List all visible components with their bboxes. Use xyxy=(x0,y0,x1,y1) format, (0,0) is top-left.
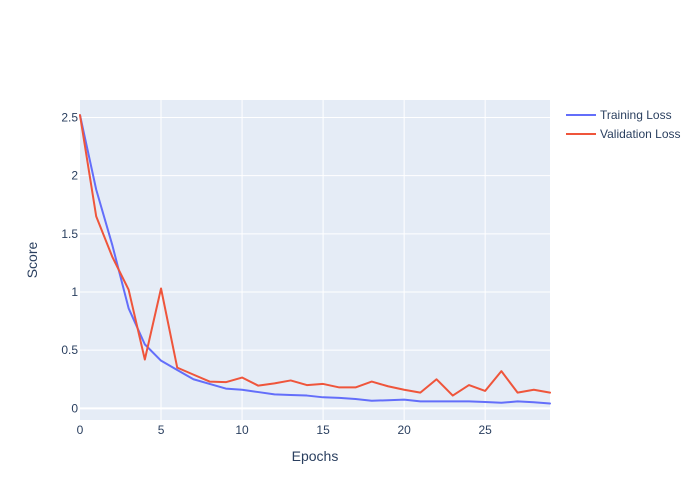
x-tick-label: 5 xyxy=(158,423,165,437)
series-lines xyxy=(79,114,551,405)
x-tick-label: 15 xyxy=(316,423,330,437)
y-axis-title: Score xyxy=(24,242,40,279)
grid xyxy=(80,100,550,420)
series-line-validation-loss[interactable] xyxy=(79,114,551,397)
y-tick-label: 0 xyxy=(71,401,78,415)
x-tick-label: 10 xyxy=(235,423,249,437)
x-tick-label: 25 xyxy=(478,423,492,437)
y-tick-label: 2.5 xyxy=(61,110,78,124)
y-tick-label: 1 xyxy=(71,285,78,299)
legend-item-training[interactable]: Training Loss xyxy=(566,108,672,122)
x-tick-label: 0 xyxy=(77,423,84,437)
y-tick-label: 0.5 xyxy=(61,343,78,357)
y-tick-label: 2 xyxy=(71,169,78,183)
legend-item-validation[interactable]: Validation Loss xyxy=(566,127,681,141)
legend-label-validation: Validation Loss xyxy=(600,127,681,141)
plot-background xyxy=(80,100,550,420)
series-line-training-loss[interactable] xyxy=(79,114,551,405)
x-axis-title: Epochs xyxy=(292,448,339,464)
y-tick-label: 1.5 xyxy=(61,227,78,241)
legend-label-training: Training Loss xyxy=(600,108,672,122)
x-tick-label: 20 xyxy=(397,423,411,437)
tick-labels: 0 5 10 15 20 25 0 0.5 1 1.5 2 2.5 xyxy=(61,110,492,437)
legend: Training Loss Validation Loss xyxy=(566,108,681,141)
